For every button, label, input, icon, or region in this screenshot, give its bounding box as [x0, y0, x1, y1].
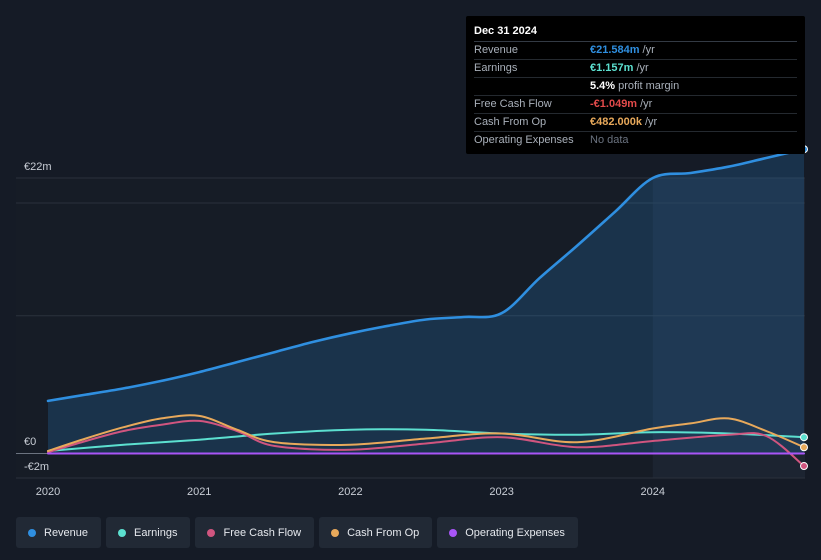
tooltip-row-unit: /yr [645, 116, 658, 128]
tooltip-row-unit: /yr [640, 98, 653, 110]
tooltip-row-free-cash-flow: Free Cash Flow -€1.049m/yr [474, 96, 797, 114]
tooltip-row-label: Earnings [474, 62, 518, 74]
tooltip-row-label: Operating Expenses [474, 134, 574, 146]
legend-dot-icon [331, 528, 340, 537]
tooltip-row-value: No data [590, 134, 629, 146]
tooltip-row-value: 5.4% [590, 80, 616, 92]
highlight-region [652, 178, 805, 478]
legend-label: Operating Expenses [465, 526, 565, 539]
legend-item-free-cash-flow[interactable]: Free Cash Flow [195, 517, 315, 548]
cash-from-op-end-marker [800, 443, 808, 452]
earnings-line [47, 428, 805, 452]
tooltip-row-label: Cash From Op [474, 116, 547, 128]
legend-item-cash-from-op[interactable]: Cash From Op [319, 517, 433, 548]
revenue-line [46, 147, 806, 403]
tooltip-row-label: Free Cash Flow [474, 98, 552, 110]
legend-dot-icon [28, 528, 36, 537]
tooltip-row-unit: profit margin [618, 80, 680, 92]
legend-dot-icon [118, 528, 127, 537]
chart-legend: Revenue Earnings Free Cash Flow Cash From O… [16, 517, 578, 548]
tooltip-row-earnings: Earnings €1.157m/yr [474, 60, 797, 78]
tooltip-row-value: €482.000k [590, 116, 642, 128]
x-axis-label-2023: 2023 [489, 486, 513, 498]
free-cash-flow-end-marker [800, 462, 808, 471]
x-axis-label-2020: 2020 [36, 486, 60, 498]
legend-item-earnings[interactable]: Earnings [106, 517, 191, 548]
x-axis-label-2022: 2022 [338, 486, 362, 498]
tooltip-row-value: €1.157m [590, 62, 634, 74]
legend-dot-icon [207, 528, 216, 537]
tooltip-row-cash-from-op: Cash From Op €482.000k/yr [474, 114, 797, 132]
tooltip-row-operating-expenses: Operating Expenses No data [474, 132, 797, 149]
y-axis-label-top: €22m [24, 161, 52, 173]
x-axis-label-2021: 2021 [187, 486, 211, 498]
legend-item-operating-expenses[interactable]: Operating Expenses [437, 517, 578, 548]
y-axis-label-zero: €0 [24, 436, 36, 448]
tooltip-row-revenue: Revenue €21.584m/yr [474, 42, 797, 60]
legend-label: Cash From Op [347, 526, 420, 539]
legend-label: Free Cash Flow [223, 526, 302, 539]
tooltip-date: Dec 31 2024 [474, 24, 797, 42]
tooltip-row-value: €21.584m [590, 44, 640, 56]
revenue-area [48, 149, 804, 454]
tooltip-row-value: -€1.049m [590, 98, 638, 110]
y-axis-label-bottom: -€2m [24, 461, 49, 473]
cash-from-op-line [47, 414, 805, 452]
free-cash-flow-line [47, 419, 805, 467]
legend-label: Earnings [134, 526, 178, 539]
legend-item-revenue[interactable]: Revenue [16, 517, 102, 548]
x-axis-label-2024: 2024 [641, 486, 665, 498]
data-tooltip: Dec 31 2024 Revenue €21.584m/yr Earnings €1… [466, 16, 805, 154]
legend-label: Revenue [44, 526, 89, 539]
tooltip-row-unit: /yr [642, 44, 655, 56]
legend-dot-icon [449, 528, 458, 537]
tooltip-row-label: Revenue [474, 44, 519, 56]
tooltip-row-unit: /yr [636, 62, 649, 74]
tooltip-row-profit-margin: 5.4% profit margin [474, 78, 797, 96]
tooltip-row-label [474, 78, 590, 95]
earnings-end-marker [800, 433, 808, 442]
